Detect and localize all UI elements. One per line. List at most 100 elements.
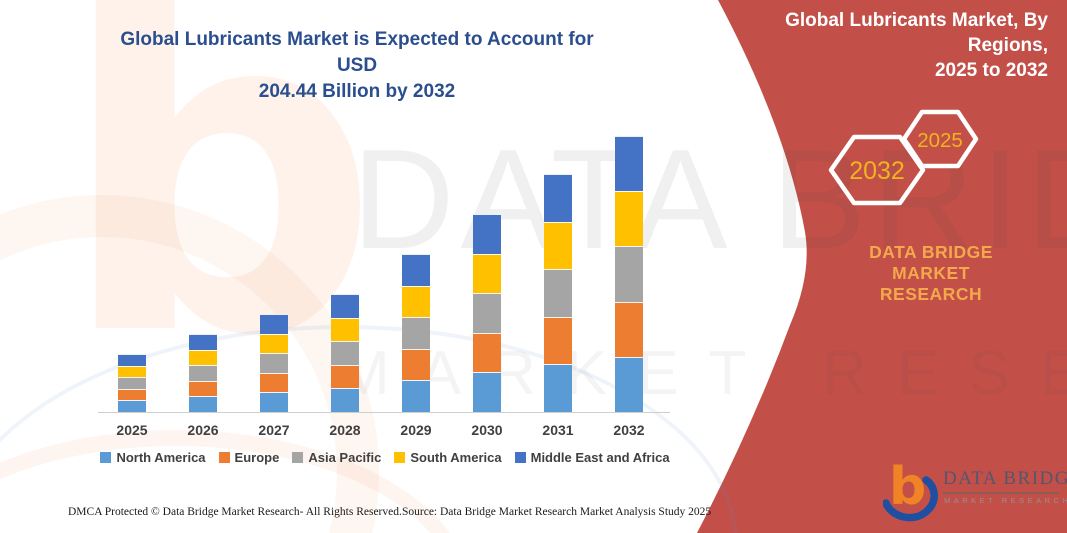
bar-2025-segment-middle-east-and-africa xyxy=(118,354,146,366)
brand-wordmark: DATA BRIDGE MARKET RESEARCH xyxy=(828,242,1034,305)
chart-legend: North America Europe Asia Pacific South Ame… xyxy=(92,450,678,465)
legend-label-south-america: South America xyxy=(410,450,502,465)
bar-2030-segment-north-america xyxy=(473,372,501,412)
x-axis-label-2032: 2032 xyxy=(613,422,645,438)
chart-title: Global Lubricants Market is Expected to … xyxy=(103,27,611,105)
logo-b-icon: b xyxy=(883,458,938,522)
bar-2032-segment-north-america xyxy=(615,356,643,412)
bar-2032-segment-south-america xyxy=(615,191,643,247)
bar-2027-segment-europe xyxy=(260,372,288,393)
bar-2030-segment-europe xyxy=(473,332,501,373)
bar-2030-segment-middle-east-and-africa xyxy=(473,214,501,254)
legend-swatch-asia-pacific xyxy=(292,452,304,463)
legend-item-europe: Europe xyxy=(218,450,280,465)
bar-2030 xyxy=(473,214,501,412)
bar-2030-segment-asia-pacific xyxy=(473,293,501,333)
bar-2032-segment-europe xyxy=(615,301,643,357)
bar-2026-segment-south-america xyxy=(189,349,217,366)
x-axis-label-2025: 2025 xyxy=(116,422,148,438)
bar-2031-segment-middle-east-and-africa xyxy=(544,174,572,222)
bar-2026-segment-europe xyxy=(189,380,217,397)
legend-item-middle-east-and-africa: Middle East and Africa xyxy=(514,450,670,465)
bar-2028-segment-north-america xyxy=(331,388,359,412)
bar-2029-segment-asia-pacific xyxy=(402,317,430,349)
bar-2029-segment-middle-east-and-africa xyxy=(402,254,430,286)
bar-2029 xyxy=(402,254,430,412)
bar-2027 xyxy=(260,314,288,412)
bar-2025-segment-europe xyxy=(118,388,146,401)
logo-subtitle-text: MARKET RESEARCH xyxy=(944,496,1067,505)
side-panel-heading: Global Lubricants Market, By Regions, 20… xyxy=(718,8,1048,83)
bar-2026-segment-north-america xyxy=(189,396,217,412)
logo-name-text: DATA BRIDGE xyxy=(943,468,1067,489)
bar-2026-segment-asia-pacific xyxy=(189,365,217,381)
bar-2028-segment-asia-pacific xyxy=(331,341,359,365)
bar-2031-segment-north-america xyxy=(544,364,572,412)
bar-2029-segment-north-america xyxy=(402,380,430,412)
hexagon-2025 xyxy=(901,109,979,169)
logo-b-letter: b xyxy=(889,458,926,517)
bar-2028 xyxy=(331,294,359,412)
bar-2027-segment-asia-pacific xyxy=(260,353,288,373)
brand-wordmark-line2: RESEARCH xyxy=(879,284,983,304)
bar-2028-segment-middle-east-and-africa xyxy=(331,294,359,318)
legend-label-middle-east-and-africa: Middle East and Africa xyxy=(530,450,670,465)
bar-2032-segment-asia-pacific xyxy=(615,246,643,302)
legend-item-north-america: North America xyxy=(100,450,206,465)
bar-2025-segment-north-america xyxy=(118,400,146,412)
hexagon-2032-label: 2032 xyxy=(849,157,905,185)
x-axis-label-2027: 2027 xyxy=(258,422,290,438)
bar-2026 xyxy=(189,334,217,412)
bar-2027-segment-south-america xyxy=(260,333,288,354)
bar-2027-segment-north-america xyxy=(260,392,288,412)
x-axis-line xyxy=(98,412,670,413)
legend-label-europe: Europe xyxy=(234,450,280,465)
hexagon-2032 xyxy=(828,134,926,206)
bar-2025 xyxy=(118,354,146,412)
bar-2025-segment-asia-pacific xyxy=(118,377,146,389)
hexagon-2025-label: 2025 xyxy=(917,129,963,152)
x-axis-label-2029: 2029 xyxy=(400,422,432,438)
side-panel-heading-line2: 2025 to 2032 xyxy=(934,60,1048,81)
bar-2031-segment-europe xyxy=(544,316,572,365)
bar-2031-segment-south-america xyxy=(544,221,572,270)
x-axis-label-2028: 2028 xyxy=(329,422,361,438)
legend-label-asia-pacific: Asia Pacific xyxy=(308,450,382,465)
bar-2028-segment-south-america xyxy=(331,317,359,342)
bar-2029-segment-europe xyxy=(402,348,430,381)
side-panel-heading-line1: Global Lubricants Market, By Regions, xyxy=(785,10,1048,56)
bar-2032 xyxy=(615,136,643,412)
bar-2029-segment-south-america xyxy=(402,285,430,318)
footer-dmca-text: DMCA Protected © Data Bridge Market Rese… xyxy=(68,506,402,518)
logo-swoosh xyxy=(883,476,938,522)
bar-2030-segment-south-america xyxy=(473,253,501,294)
legend-swatch-middle-east-and-africa xyxy=(514,452,526,463)
bar-2031-segment-asia-pacific xyxy=(544,269,572,317)
legend-label-north-america: North America xyxy=(116,450,206,465)
legend-item-asia-pacific: Asia Pacific xyxy=(292,450,381,465)
footer-source-text: Source: Data Bridge Market Research Mark… xyxy=(402,506,712,518)
chart-title-line2: 204.44 Billion by 2032 xyxy=(258,81,456,102)
company-logo: b DATA BRIDGE MARKET RESEARCH xyxy=(883,458,1067,522)
legend-swatch-south-america xyxy=(394,452,406,463)
bar-2025-segment-south-america xyxy=(118,365,146,378)
x-axis-label-2030: 2030 xyxy=(471,422,503,438)
bar-2031 xyxy=(544,174,572,412)
legend-swatch-north-america xyxy=(100,452,112,463)
chart-title-line1: Global Lubricants Market is Expected to … xyxy=(120,29,594,76)
bar-2032-segment-middle-east-and-africa xyxy=(615,136,643,192)
bar-2028-segment-europe xyxy=(331,364,359,389)
brand-wordmark-line1: DATA BRIDGE MARKET xyxy=(869,242,993,283)
logo-underline xyxy=(943,492,1059,494)
legend-item-south-america: South America xyxy=(394,450,502,465)
legend-swatch-europe xyxy=(218,452,230,463)
bar-2027-segment-middle-east-and-africa xyxy=(260,314,288,334)
bar-2026-segment-middle-east-and-africa xyxy=(189,334,217,350)
x-axis-label-2031: 2031 xyxy=(542,422,574,438)
x-axis-label-2026: 2026 xyxy=(187,422,219,438)
